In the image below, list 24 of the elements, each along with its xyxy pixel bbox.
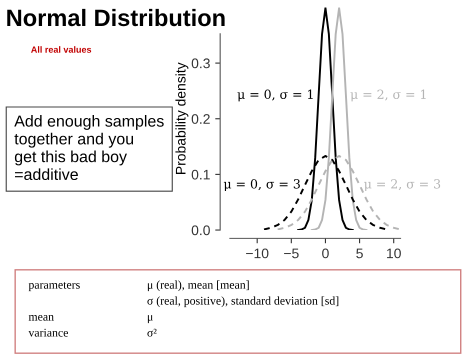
text: σ²	[147, 328, 157, 337]
series-label: μ = 0, σ = 1	[238, 90, 313, 102]
series-label: μ = 2, σ = 3	[364, 179, 440, 192]
text: All real values	[31, 46, 92, 53]
y-tick-label: 0.2	[192, 114, 210, 124]
x-tick-label: −10	[246, 248, 268, 258]
series-label: μ = 2, σ = 1	[350, 90, 426, 102]
y-axis-title: Probability density	[175, 62, 188, 174]
x-tick-label: 5	[356, 248, 363, 258]
text: mean	[28, 315, 54, 321]
y-tick-label: 0.1	[192, 170, 210, 180]
y-tick-label: 0.3	[192, 58, 210, 68]
text: parameters	[28, 282, 80, 292]
x-tick-label: −5	[284, 248, 299, 258]
text: Add enough samples together and you get this bad boy =additive	[14, 114, 164, 180]
text: μ (real), mean [mean]	[148, 280, 249, 292]
text: μ	[148, 315, 153, 324]
y-tick-label: 0.0	[192, 225, 210, 236]
x-tick-label: 0	[322, 248, 329, 258]
text: variance	[28, 328, 68, 337]
x-tick-label: 10	[387, 248, 401, 258]
series-label: μ = 0, σ = 3	[224, 179, 300, 192]
text: σ (real, positive), standard deviation [sd]	[147, 296, 338, 308]
chart-title: Normal Distribution	[7, 8, 225, 26]
